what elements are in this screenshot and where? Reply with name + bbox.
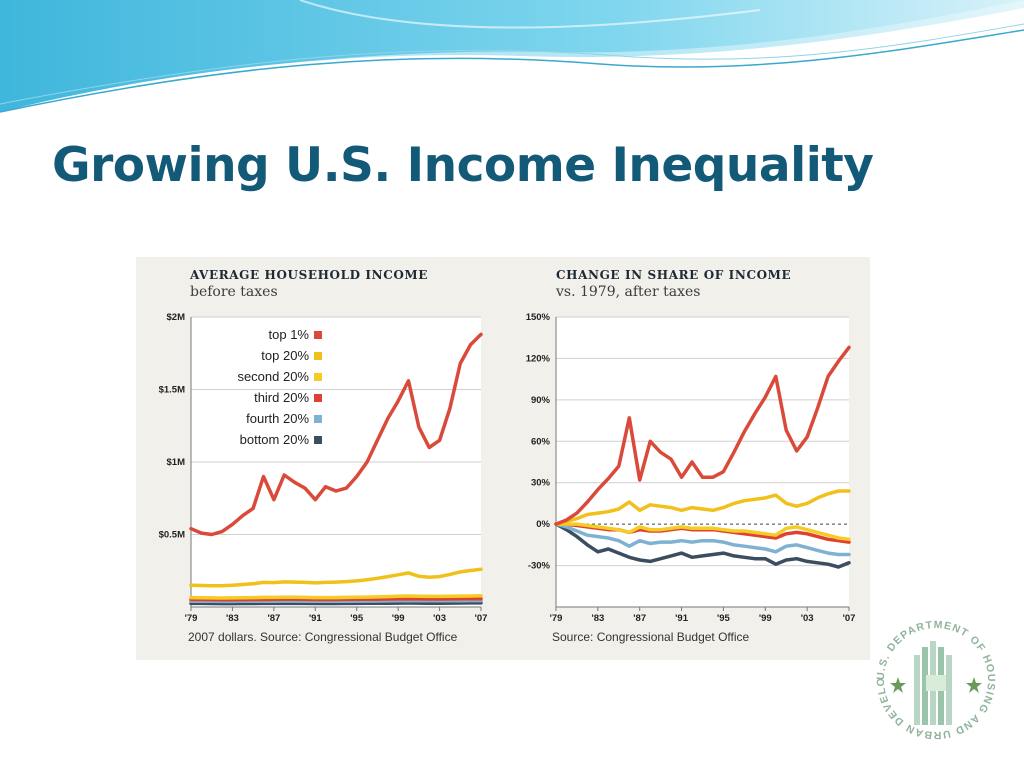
series-line-second20 [189,594,483,600]
series-line-fourth20 [554,522,851,557]
x-tick-label: '07 [843,613,856,624]
y-tick-label: $1.5M [159,385,185,396]
y-tick-label: 90% [531,395,551,406]
x-tick-label: '07 [475,613,488,624]
series-line-second20 [554,522,851,542]
x-tick-label: '91 [309,613,323,624]
x-tick-label: '95 [717,613,731,624]
legend-swatch [314,352,322,360]
y-tick-label: $0.5M [159,530,185,541]
hud-seal-icon: U.S. DEPARTMENT OF HOUSING AND URBAN DEV… [866,605,999,743]
legend-label: bottom 20% [240,432,310,447]
x-tick-label: '83 [226,613,239,624]
household-income-chart: $2M $1.5M $1M $0.5M '79 '83 '87 '91 '95 '99 '03 '07… [159,312,488,624]
x-tick-label: '79 [185,613,198,624]
legend-label: top 20% [261,348,309,363]
right-chart-title: CHANGE IN SHARE OF INCOME [556,268,792,282]
y-tick-label: 0% [536,519,550,530]
y-tick-label: 120% [526,353,551,364]
legend-swatch [314,373,322,381]
legend-swatch [314,415,322,423]
x-tick-label: '03 [801,613,814,624]
legend-swatch [314,436,322,444]
legend-label: fourth 20% [246,411,309,426]
x-tick-label: '79 [550,613,563,624]
y-tick-label: $1M [167,457,186,468]
plot-area [556,317,849,607]
y-tick-label: $2M [167,312,186,323]
y-tick-label: 30% [531,478,551,489]
series-line-bottom20 [189,601,483,606]
legend-label: top 1% [269,327,310,342]
income-share-change-chart: 150% 120% 90% 60% 30% 0% -30% '79 '83 '87 '91 '95 '9… [526,312,856,624]
x-tick-label: '87 [633,613,646,624]
x-tick-label: '87 [267,613,280,624]
legend-label: second 20% [237,369,309,384]
legend-swatch [314,331,322,339]
right-chart-subtitle: vs. 1979, after taxes [556,284,701,300]
series-line-third20 [189,596,483,602]
series-line-top1 [554,345,851,526]
right-chart-source: Source: Congressional Budget Office [552,630,750,644]
legend-swatch [314,394,322,402]
series-line-bottom20 [554,522,851,569]
x-tick-label: '95 [350,613,364,624]
y-tick-label: -30% [528,561,551,572]
left-chart-subtitle: before taxes [190,284,278,300]
decorative-wave-banner [0,0,1024,118]
x-tick-label: '99 [759,613,772,624]
y-tick-label: 150% [526,312,551,323]
x-tick-label: '03 [433,613,446,624]
x-tick-label: '91 [675,613,689,624]
series-line-top20 [189,567,483,588]
y-tick-label: 60% [531,436,551,447]
figure-panel: AVERAGE HOUSEHOLD INCOME before taxes $2… [136,257,870,660]
legend-label: third 20% [254,390,309,405]
series-line-top1 [189,332,483,537]
series-line-top20 [554,489,851,526]
left-chart-title: AVERAGE HOUSEHOLD INCOME [190,268,429,282]
x-tick-label: '83 [591,613,604,624]
slide-title: Growing U.S. Income Inequality [52,138,874,193]
x-tick-label: '99 [392,613,405,624]
left-chart-source: 2007 dollars. Source: Congressional Budg… [188,630,458,644]
